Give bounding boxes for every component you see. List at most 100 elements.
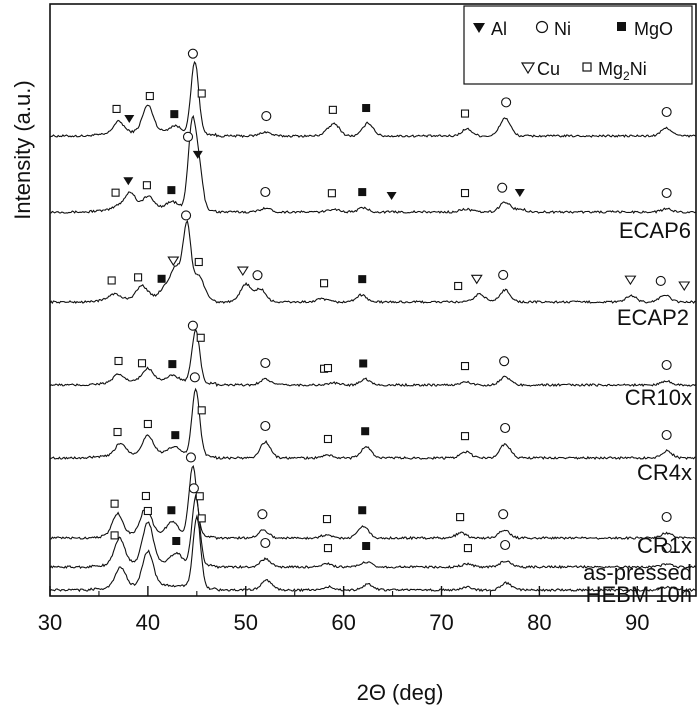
series-line — [49, 493, 697, 570]
series-line — [49, 219, 697, 305]
trace-label: CR10x — [625, 385, 692, 410]
series-line — [49, 327, 697, 387]
legend-mgo-label: MgO — [634, 19, 673, 39]
marker-mg2ni — [137, 359, 147, 368]
marker-mg2ni — [134, 273, 143, 282]
marker-mg2ni — [323, 434, 333, 444]
legend-al-label: Al — [491, 19, 507, 39]
x-tick-label: 30 — [38, 610, 62, 635]
marker-ni — [189, 372, 200, 383]
marker-mg2ni — [327, 189, 336, 198]
marker-mg2ni — [194, 257, 203, 267]
marker-mg2ni — [460, 189, 470, 198]
marker-mgo — [168, 360, 177, 369]
marker-mgo — [362, 104, 371, 113]
marker-mg2ni — [323, 544, 333, 553]
marker-mg2ni — [195, 492, 204, 501]
marker-ni — [501, 97, 512, 108]
marker-ni — [260, 420, 271, 432]
marker-mg2ni — [454, 281, 463, 291]
marker-ni — [661, 511, 672, 523]
marker-mg2ni — [110, 531, 119, 540]
marker-mg2ni — [141, 491, 150, 501]
marker-ni — [661, 429, 672, 441]
legend-ni-label: Ni — [554, 19, 571, 39]
marker-mg2ni — [113, 427, 122, 437]
traces — [49, 60, 697, 593]
marker-ni — [260, 186, 271, 198]
marker-ni — [181, 210, 192, 221]
marker-mg2ni — [142, 181, 151, 190]
x-axis-ticks: 30 40 50 60 70 80 90 — [38, 586, 687, 635]
marker-ni — [498, 269, 509, 280]
marker-mg2ni — [107, 276, 116, 285]
marker-mgo — [358, 275, 367, 284]
marker-mg2ni — [463, 544, 472, 553]
marker-ni — [261, 111, 272, 122]
marker-ni — [257, 509, 268, 520]
marker-mg2ni — [456, 513, 465, 522]
marker-mgo — [358, 506, 367, 515]
marker-mgo — [157, 274, 166, 283]
legend-ni-marker — [535, 20, 549, 34]
marker-mg2ni — [197, 514, 206, 523]
legend-mg2ni-label: Mg2Ni — [598, 59, 647, 83]
series-line — [49, 114, 697, 215]
plot-frame — [49, 3, 697, 597]
marker-cu — [624, 275, 637, 286]
marker-ni — [661, 359, 672, 371]
x-tick-label: 70 — [429, 610, 453, 635]
marker-ni — [497, 182, 508, 193]
x-tick-label: 50 — [234, 610, 258, 635]
marker-ni — [661, 106, 672, 118]
marker-ni — [182, 131, 194, 142]
legend-mgo-marker — [617, 22, 626, 31]
trace-label: CR1x — [637, 533, 692, 558]
marker-mg2ni — [114, 356, 123, 366]
marker-mg2ni — [460, 362, 470, 371]
marker-mgo — [361, 427, 370, 436]
peak-markers — [107, 48, 691, 554]
marker-ni — [188, 483, 199, 494]
marker-mg2ni — [145, 91, 154, 101]
x-tick-label: 90 — [625, 610, 649, 635]
marker-ni — [500, 422, 511, 434]
trace-label: ECAP6 — [619, 218, 691, 243]
legend-cu-label: Cu — [537, 59, 560, 79]
x-tick-label: 60 — [331, 610, 355, 635]
legend-mg2ni-marker — [582, 62, 592, 72]
marker-cu — [470, 274, 483, 285]
marker-ni — [498, 509, 509, 520]
marker-mgo — [358, 188, 367, 197]
legend-al-marker — [473, 23, 485, 33]
marker-mgo — [171, 431, 180, 440]
marker-ni — [260, 357, 271, 369]
marker-mgo — [362, 542, 371, 550]
trace-label: HEBM 10h — [586, 582, 692, 607]
y-axis-label: Intensity (a.u.) — [10, 80, 35, 219]
marker-mgo — [170, 110, 179, 119]
trace-label: ECAP2 — [617, 305, 689, 330]
marker-mg2ni — [111, 188, 120, 197]
marker-mg2ni — [328, 105, 337, 114]
marker-mg2ni — [143, 419, 152, 429]
marker-ni — [500, 539, 511, 551]
series-line — [49, 60, 697, 139]
marker-mg2ni — [460, 109, 470, 118]
series-line — [49, 465, 697, 541]
marker-mg2ni — [143, 506, 152, 516]
marker-al — [123, 177, 134, 186]
marker-ni — [187, 320, 198, 331]
trace-label: as-pressed — [583, 560, 692, 585]
marker-mgo — [167, 186, 176, 195]
marker-al — [386, 192, 397, 200]
marker-ni — [499, 356, 510, 367]
marker-cu — [236, 266, 249, 277]
marker-mg2ni — [196, 333, 205, 342]
series-line — [49, 514, 697, 593]
x-axis-label: 2Θ (deg) — [357, 680, 444, 705]
marker-mg2ni — [460, 432, 470, 441]
marker-mg2ni — [197, 406, 206, 415]
